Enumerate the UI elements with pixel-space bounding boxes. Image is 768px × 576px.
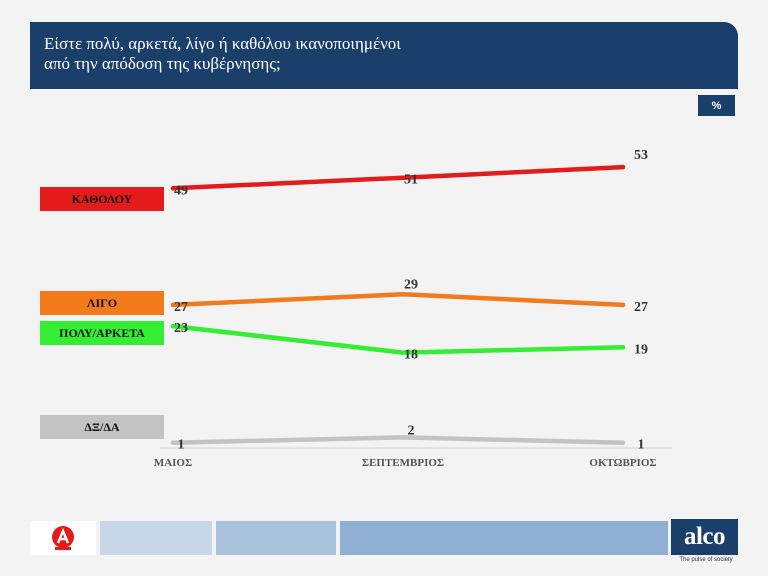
data-label: 19 [634,342,648,357]
series-point [620,440,626,445]
series-point [620,345,626,350]
footer-bar-1 [100,521,212,555]
series-point [400,175,406,180]
legend-poly-arketa: ΠΟΛΥ/ΑΡΚΕΤΑ [40,321,164,345]
series-point [620,302,626,308]
title-bar: Είστε πολύ, αρκετά, λίγο ή καθόλου ικανο… [30,22,738,89]
series-point [400,435,406,440]
channel-logo-icon [52,526,74,550]
series-line [170,164,626,191]
data-label: 53 [634,148,648,163]
series-point [170,186,176,191]
brand-logo: alco [671,519,738,555]
data-label: 1 [178,438,185,453]
footer-bar-3 [340,521,668,555]
data-label: 29 [404,277,418,292]
data-label: 27 [174,300,188,315]
page-title-line-2: από την απόδοση της κυβέρνησης; [44,54,281,73]
channel-logo [30,521,96,555]
data-label: 49 [174,183,188,198]
series-point [620,164,626,170]
legend-ligo: ΛΙΓΟ [40,291,164,315]
x-tick-label: ΟΚΤΩΒΡΙΟΣ [589,457,656,469]
data-label: 51 [404,173,418,188]
series-point [170,323,176,329]
series-point [170,302,176,308]
data-label: 1 [638,438,645,453]
x-tick-label: ΜΑΙΟΣ [154,457,192,469]
page-title-line-1: Είστε πολύ, αρκετά, λίγο ή καθόλου ικανο… [44,34,401,53]
series-line [170,435,626,445]
legend-katholou: ΚΑΘΟΛΟΥ [40,187,164,211]
series-line [170,323,626,355]
data-label: 18 [404,348,418,363]
brand-tagline: The pulse of society [679,557,733,563]
x-tick-label: ΣΕΠΤΕΜΒΡΙΟΣ [362,457,444,469]
series-point [400,292,406,297]
unit-badge: % [698,95,735,116]
legend-dk-na: ΔΞ/ΔΑ [40,415,164,439]
data-label: 2 [408,423,415,438]
data-label: 27 [634,300,648,315]
series-point [170,440,176,445]
series-line [170,292,626,308]
footer-bar-2 [216,521,336,555]
series-point [400,350,406,355]
data-label: 23 [174,321,188,336]
